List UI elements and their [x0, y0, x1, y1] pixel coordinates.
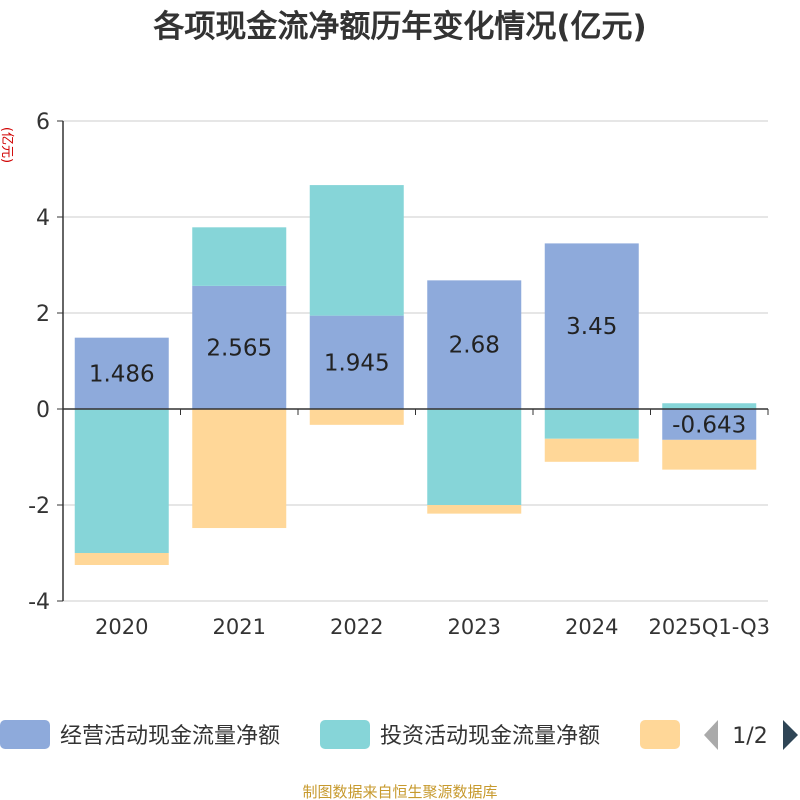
bar-s2-2022[interactable] — [309, 409, 404, 425]
data-label-2024: 3.45 — [566, 314, 617, 340]
y-tick-label-0: 6 — [36, 110, 50, 135]
legend[interactable]: 经营活动现金流量净额 投资活动现金流量净额 — [0, 720, 680, 749]
x-tick-label-5: 2025Q1-Q3 — [648, 615, 770, 639]
legend-swatch-investing[interactable] — [320, 720, 370, 749]
source-note: 制图数据来自恒生聚源数据库 — [302, 783, 497, 800]
bar-s2-2021[interactable] — [192, 409, 287, 529]
bar-s1-2025Q1-Q3[interactable] — [662, 403, 757, 409]
chart-title: 各项现金流净额历年变化情况(亿元) — [152, 9, 646, 45]
y-tick-label-5: -4 — [28, 590, 50, 615]
data-label-2025Q1-Q3: -0.643 — [672, 412, 746, 438]
y-tick-label-3: 0 — [36, 398, 50, 423]
x-tick-label-2: 2022 — [330, 615, 383, 639]
x-tick-label-4: 2024 — [565, 615, 618, 639]
legend-swatch-operating[interactable] — [0, 720, 50, 749]
legend-swatch-financing[interactable] — [640, 720, 680, 749]
grid-lines — [63, 120, 768, 602]
bar-s0-2021[interactable] — [192, 285, 287, 409]
pager-text: 1/2 — [732, 724, 767, 749]
pager-next-icon[interactable] — [783, 720, 798, 750]
x-tick-label-1: 2021 — [213, 615, 266, 639]
data-labels: 1.486 2.565 1.945 2.68 3.45 -0.643 — [89, 314, 747, 438]
bar-s0-2025Q1-Q3[interactable] — [662, 409, 757, 440]
legend-label-investing[interactable]: 投资活动现金流量净额 — [380, 724, 600, 749]
data-label-2023: 2.68 — [449, 333, 500, 359]
pager-prev-icon[interactable] — [704, 720, 718, 750]
data-label-2020: 1.486 — [89, 361, 155, 387]
y-tick-label-4: -2 — [28, 494, 50, 519]
bar-s0-2022[interactable] — [309, 315, 404, 409]
axes — [57, 120, 769, 602]
y-axis-unit: (亿元) — [0, 127, 14, 163]
bar-s0-2024[interactable] — [544, 243, 639, 409]
legend-label-operating[interactable]: 经营活动现金流量净额 — [60, 724, 280, 749]
tick-labels: 6 4 2 0 -2 -4 2020 2021 2022 2023 2024 2025Q1-Q3 — [28, 110, 770, 639]
y-tick-label-1: 4 — [36, 206, 50, 231]
bar-s0-2023[interactable] — [427, 280, 522, 409]
bar-s2-2020[interactable] — [74, 553, 169, 565]
legend-pager[interactable]: 1/2 — [704, 720, 798, 750]
bar-s1-2023[interactable] — [427, 409, 522, 505]
data-label-2022: 1.945 — [324, 350, 390, 376]
x-tick-label-3: 2023 — [448, 615, 501, 639]
data-label-2021: 2.565 — [206, 335, 272, 361]
bar-s2-2023[interactable] — [427, 505, 522, 514]
x-tick-label-0: 2020 — [95, 615, 148, 639]
bar-s1-2024[interactable] — [544, 409, 639, 439]
bars — [74, 185, 757, 565]
bar-s2-2025Q1-Q3[interactable] — [662, 439, 757, 470]
bar-s1-2020[interactable] — [74, 409, 169, 553]
bar-s1-2021[interactable] — [192, 227, 287, 286]
bar-s1-2022[interactable] — [309, 185, 404, 316]
bar-s0-2020[interactable] — [74, 337, 169, 409]
y-tick-label-2: 2 — [36, 302, 50, 327]
bar-s2-2024[interactable] — [544, 438, 639, 462]
